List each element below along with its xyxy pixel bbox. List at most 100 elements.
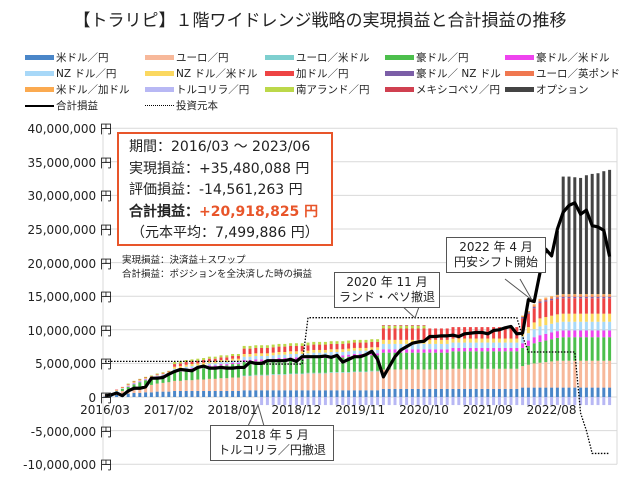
bar-segment bbox=[538, 387, 542, 397]
bar-segment bbox=[526, 345, 530, 365]
bar-segment bbox=[335, 372, 339, 373]
bar-segment bbox=[410, 325, 414, 326]
x-tick-label: 2017/02 bbox=[143, 403, 194, 417]
bar-segment bbox=[260, 359, 264, 362]
bar-segment bbox=[503, 327, 507, 339]
bar-segment bbox=[277, 354, 281, 359]
bar-segment bbox=[422, 325, 426, 329]
bar-segment bbox=[579, 330, 583, 338]
bar-segment bbox=[254, 374, 258, 376]
bar-segment bbox=[445, 369, 449, 389]
bar-segment bbox=[219, 365, 223, 379]
bar-segment bbox=[283, 397, 287, 406]
bar-segment bbox=[457, 327, 461, 339]
bar-segment bbox=[323, 390, 327, 397]
y-tick-label: -10,000,000 円 bbox=[23, 458, 112, 473]
bar-segment bbox=[550, 296, 554, 298]
bar-segment bbox=[184, 370, 188, 381]
bar-segment bbox=[323, 341, 327, 345]
bar-segment bbox=[231, 362, 235, 365]
bar-segment bbox=[254, 375, 258, 391]
bar-segment bbox=[509, 388, 513, 397]
bar-segment bbox=[387, 343, 391, 350]
bar-segment bbox=[294, 373, 298, 375]
y-tick-label: 20,000,000 円 bbox=[27, 256, 112, 271]
legend-swatch bbox=[265, 87, 294, 92]
bar-segment bbox=[289, 373, 293, 375]
period-label: 期間： bbox=[129, 139, 171, 155]
bar-segment bbox=[376, 341, 380, 348]
bar-segment bbox=[567, 321, 571, 331]
bar-segment bbox=[126, 384, 130, 385]
bar-segment bbox=[318, 390, 322, 397]
bar-segment bbox=[312, 352, 316, 357]
bar-segment bbox=[550, 339, 554, 362]
bar-segment bbox=[312, 397, 316, 406]
bar-segment bbox=[608, 298, 612, 314]
bar-segment bbox=[515, 368, 519, 389]
note-realized: 実現損益：決済益＋スワップ bbox=[122, 255, 246, 266]
bar-segment bbox=[463, 388, 467, 397]
bar-segment bbox=[555, 360, 559, 388]
bar-segment bbox=[347, 354, 351, 357]
bar-segment bbox=[410, 388, 414, 397]
bar-segment bbox=[544, 317, 548, 326]
bar-segment bbox=[126, 383, 130, 385]
bar-segment bbox=[364, 372, 368, 391]
bar-segment bbox=[445, 328, 449, 340]
bar-segment bbox=[428, 339, 432, 344]
bar-segment bbox=[416, 397, 420, 406]
bar-segment bbox=[509, 397, 513, 406]
bar-segment bbox=[561, 321, 565, 331]
bar-segment bbox=[526, 312, 530, 314]
x-tick-label: 2018/12 bbox=[271, 403, 322, 417]
legend-item: 豪ドル／円 bbox=[385, 50, 469, 65]
bar-segment bbox=[573, 294, 577, 296]
bar-segment bbox=[358, 350, 362, 354]
bar-segment bbox=[497, 388, 501, 397]
bar-segment bbox=[532, 305, 536, 307]
annotation-line: 2018 年 5 月 bbox=[235, 428, 309, 442]
legend-swatch bbox=[145, 71, 174, 76]
bar-segment bbox=[393, 339, 397, 344]
bar-segment bbox=[265, 375, 269, 391]
bar-segment bbox=[358, 372, 362, 391]
bar-segment bbox=[434, 339, 438, 344]
bar-segment bbox=[405, 349, 409, 353]
bar-segment bbox=[364, 347, 368, 351]
y-tick-label: -5,000,000 円 bbox=[30, 424, 112, 439]
legend-item: 豪ドル／ NZ ドル bbox=[385, 66, 501, 81]
bar-segment bbox=[364, 350, 368, 354]
bar-segment bbox=[608, 169, 612, 295]
bar-segment bbox=[184, 380, 188, 391]
bar-segment bbox=[248, 376, 252, 391]
bar-segment bbox=[573, 295, 577, 297]
bar-segment bbox=[538, 318, 542, 327]
bar-segment bbox=[376, 347, 380, 350]
bar-segment bbox=[323, 397, 327, 406]
bar-segment bbox=[387, 369, 391, 389]
bar-segment bbox=[312, 373, 316, 391]
bar-segment bbox=[213, 361, 217, 364]
bar-segment bbox=[265, 347, 269, 354]
legend-item: オプション bbox=[505, 82, 589, 97]
legend-label: 豪ドル／米ドル bbox=[536, 52, 610, 64]
bar-segment bbox=[463, 368, 467, 389]
bar-segment bbox=[173, 364, 177, 367]
bar-segment bbox=[410, 349, 414, 353]
bar-segment bbox=[532, 337, 536, 344]
bar-segment bbox=[300, 351, 304, 354]
y-tick-label: 30,000,000 円 bbox=[27, 189, 112, 204]
bar-segment bbox=[579, 321, 583, 331]
bar-segment bbox=[144, 385, 148, 393]
bar-segment bbox=[486, 338, 490, 343]
legend-label: オプション bbox=[536, 84, 589, 96]
bar-segment bbox=[381, 339, 385, 344]
bar-segment bbox=[283, 354, 287, 359]
bar-segment bbox=[283, 358, 287, 361]
bar-segment bbox=[289, 397, 293, 406]
y-tick-label: 10,000,000 円 bbox=[27, 323, 112, 338]
bar-segment bbox=[225, 360, 229, 363]
bar-segment bbox=[526, 333, 530, 341]
bar-segment bbox=[306, 397, 310, 406]
